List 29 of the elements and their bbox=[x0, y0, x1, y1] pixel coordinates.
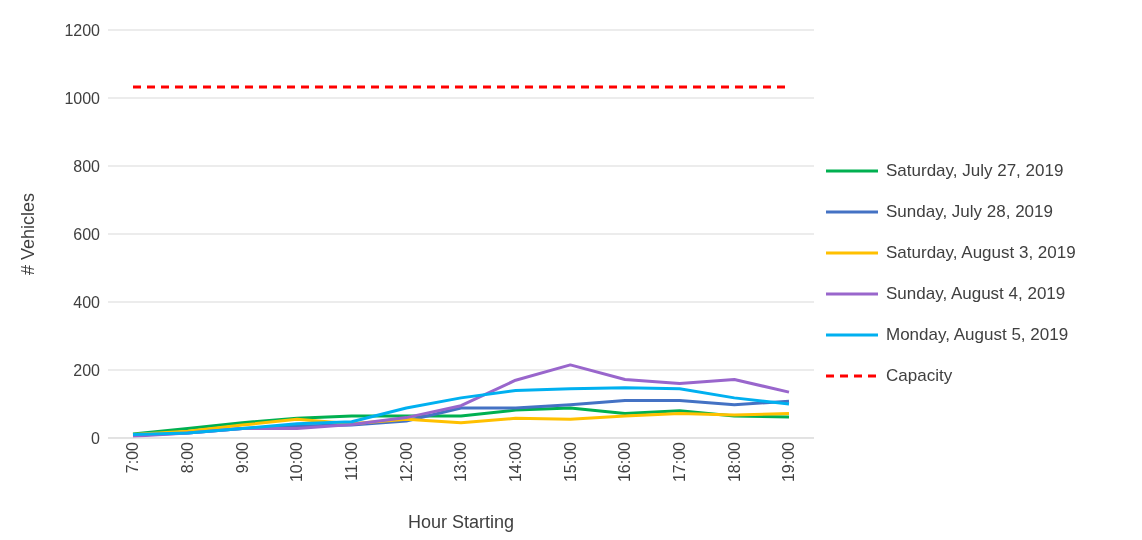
x-tick-label: 10:00 bbox=[288, 441, 306, 483]
y-tick-label: 1200 bbox=[64, 21, 101, 39]
x-tick-label: 14:00 bbox=[507, 441, 525, 483]
y-tick-label: 800 bbox=[73, 157, 101, 175]
x-tick-label: 9:00 bbox=[233, 441, 251, 474]
y-tick-label: 200 bbox=[73, 361, 101, 379]
x-tick-label: 7:00 bbox=[124, 441, 142, 474]
x-tick-label: 17:00 bbox=[671, 441, 689, 483]
y-axis-title: # Vehicles bbox=[18, 192, 39, 276]
line-series bbox=[131, 386, 791, 437]
x-axis-title: Hour Starting bbox=[407, 512, 515, 532]
legend-label: Saturday, August 3, 2019 bbox=[886, 242, 1076, 263]
x-tick-label: 19:00 bbox=[780, 441, 798, 483]
y-tick-label: 600 bbox=[73, 225, 101, 243]
legend-label: Capacity bbox=[886, 365, 953, 386]
legend-label: Saturday, July 27, 2019 bbox=[886, 160, 1064, 181]
y-tick-label: 0 bbox=[91, 429, 101, 447]
x-tick-label: 18:00 bbox=[725, 441, 743, 483]
x-tick-label: 12:00 bbox=[397, 441, 415, 483]
legend-label: Monday, August 5, 2019 bbox=[886, 324, 1069, 345]
y-tick-label: 400 bbox=[73, 293, 101, 311]
x-tick-label: 15:00 bbox=[561, 441, 579, 483]
x-tick-label: 16:00 bbox=[616, 441, 634, 483]
x-tick-label: 8:00 bbox=[179, 441, 197, 474]
legend-label: Sunday, August 4, 2019 bbox=[886, 283, 1066, 304]
legend-label: Sunday, July 28, 2019 bbox=[886, 201, 1053, 222]
x-tick-label: 13:00 bbox=[452, 441, 470, 483]
x-tick-label: 11:00 bbox=[343, 441, 361, 481]
y-tick-label: 1000 bbox=[64, 89, 101, 107]
